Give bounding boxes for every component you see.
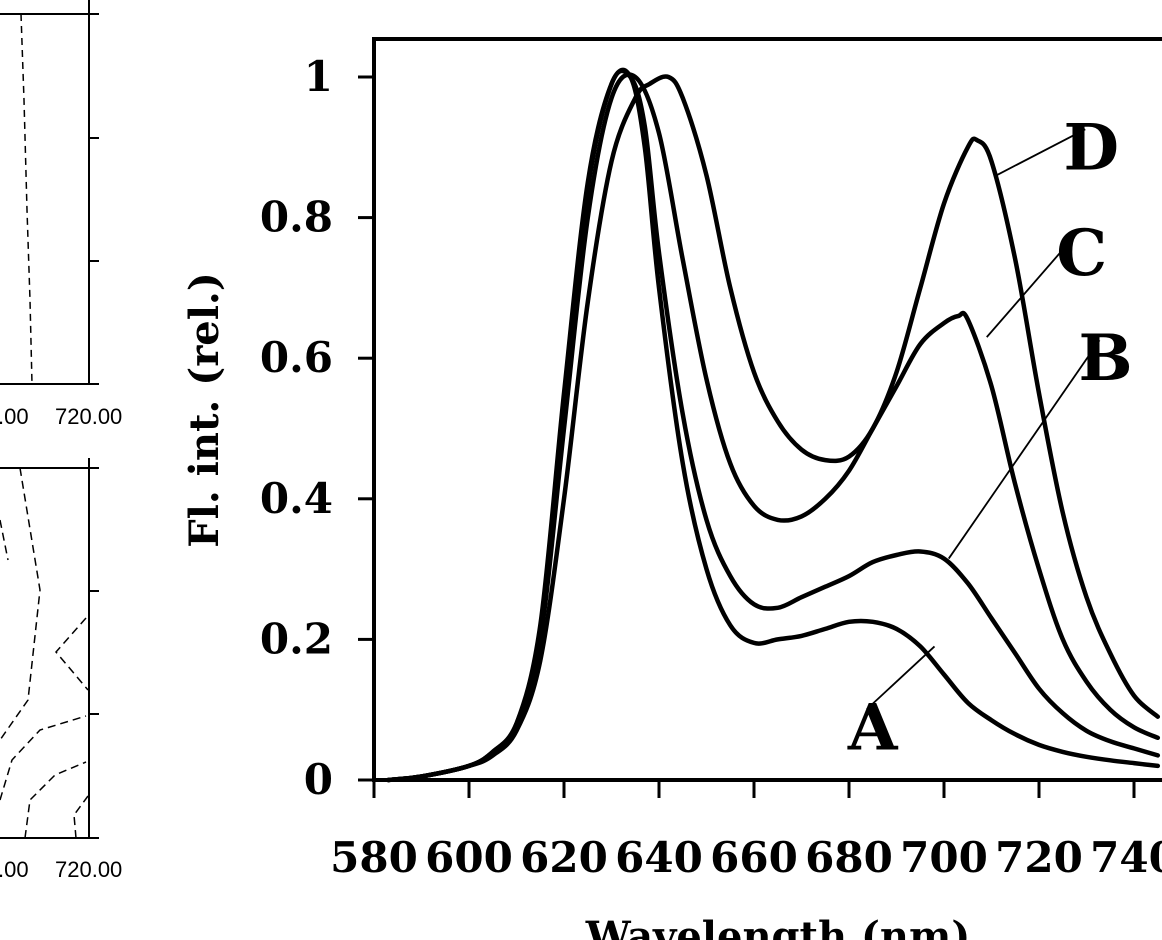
y-tick-label: 0.2 [260,614,333,663]
lower-left-dashed-line [0,467,41,741]
x-tick-label: 580 [330,833,418,882]
y-tick-label: 0.6 [260,333,333,382]
annotation-leader-a [866,645,936,710]
lower-left-tick-label-1: .00 [0,857,29,882]
x-tick-label: 700 [900,833,988,882]
main-chart: 0 0.2 0.4 0.6 0.8 1 580 600 620 640 660 680 700 720 7… [181,37,1162,940]
series-layer [386,67,1161,783]
plot-frame [372,37,1162,782]
lower-left-dashed-line [0,519,9,561]
annotation-label-a: A [847,690,899,765]
annotation-label-c: C [1056,216,1107,291]
y-tick-label: 0.4 [260,474,333,523]
x-tick-label: 720 [995,833,1083,882]
lower-left-dashed-line [73,795,89,839]
lower-left-dashed-line [0,715,87,801]
series-line-c [386,72,1161,783]
x-axis-ticks: 580600620640660680700720740 [330,780,1162,882]
annotation-leader-d [995,128,1086,177]
y-tick-label: 0.8 [260,193,333,242]
annotation-leader-c [986,234,1077,338]
x-tick-label: 740 [1090,833,1162,882]
curve-annotations: A BCD [847,110,1133,765]
x-tick-label: 660 [710,833,798,882]
left-partial-panels: .00 720.00 .00 720.00 [0,0,122,882]
lower-left-dashed-line [24,761,87,839]
upper-left-dashed-line [20,13,33,385]
upper-left-tick-label-1: .00 [0,404,29,429]
y-tick-label: 1 [304,52,333,101]
x-tick-label: 600 [425,833,513,882]
series-line-b [386,68,1161,783]
annotation-label-d: D [1064,110,1120,185]
y-tick-label: 0 [304,755,333,804]
series-line-d [386,74,1161,783]
y-axis-ticks: 0 0.2 0.4 0.6 0.8 1 [260,52,374,804]
lower-left-panel: .00 720.00 [0,458,122,882]
x-axis-title: Wavelength (nm) [585,913,971,940]
upper-left-tick-label-2: 720.00 [55,404,122,429]
x-tick-label: 620 [520,833,608,882]
x-tick-label: 640 [615,833,703,882]
lower-left-tick-label-2: 720.00 [55,857,122,882]
lower-left-dashed-line [55,617,89,691]
y-axis-title: Fl. int. (rel.) [181,272,228,548]
upper-left-panel: .00 720.00 [0,0,122,429]
x-tick-label: 680 [805,833,893,882]
annotation-leader-b [948,339,1101,560]
series-line-a [386,67,1161,783]
annotation-label-b: B [1078,321,1132,396]
